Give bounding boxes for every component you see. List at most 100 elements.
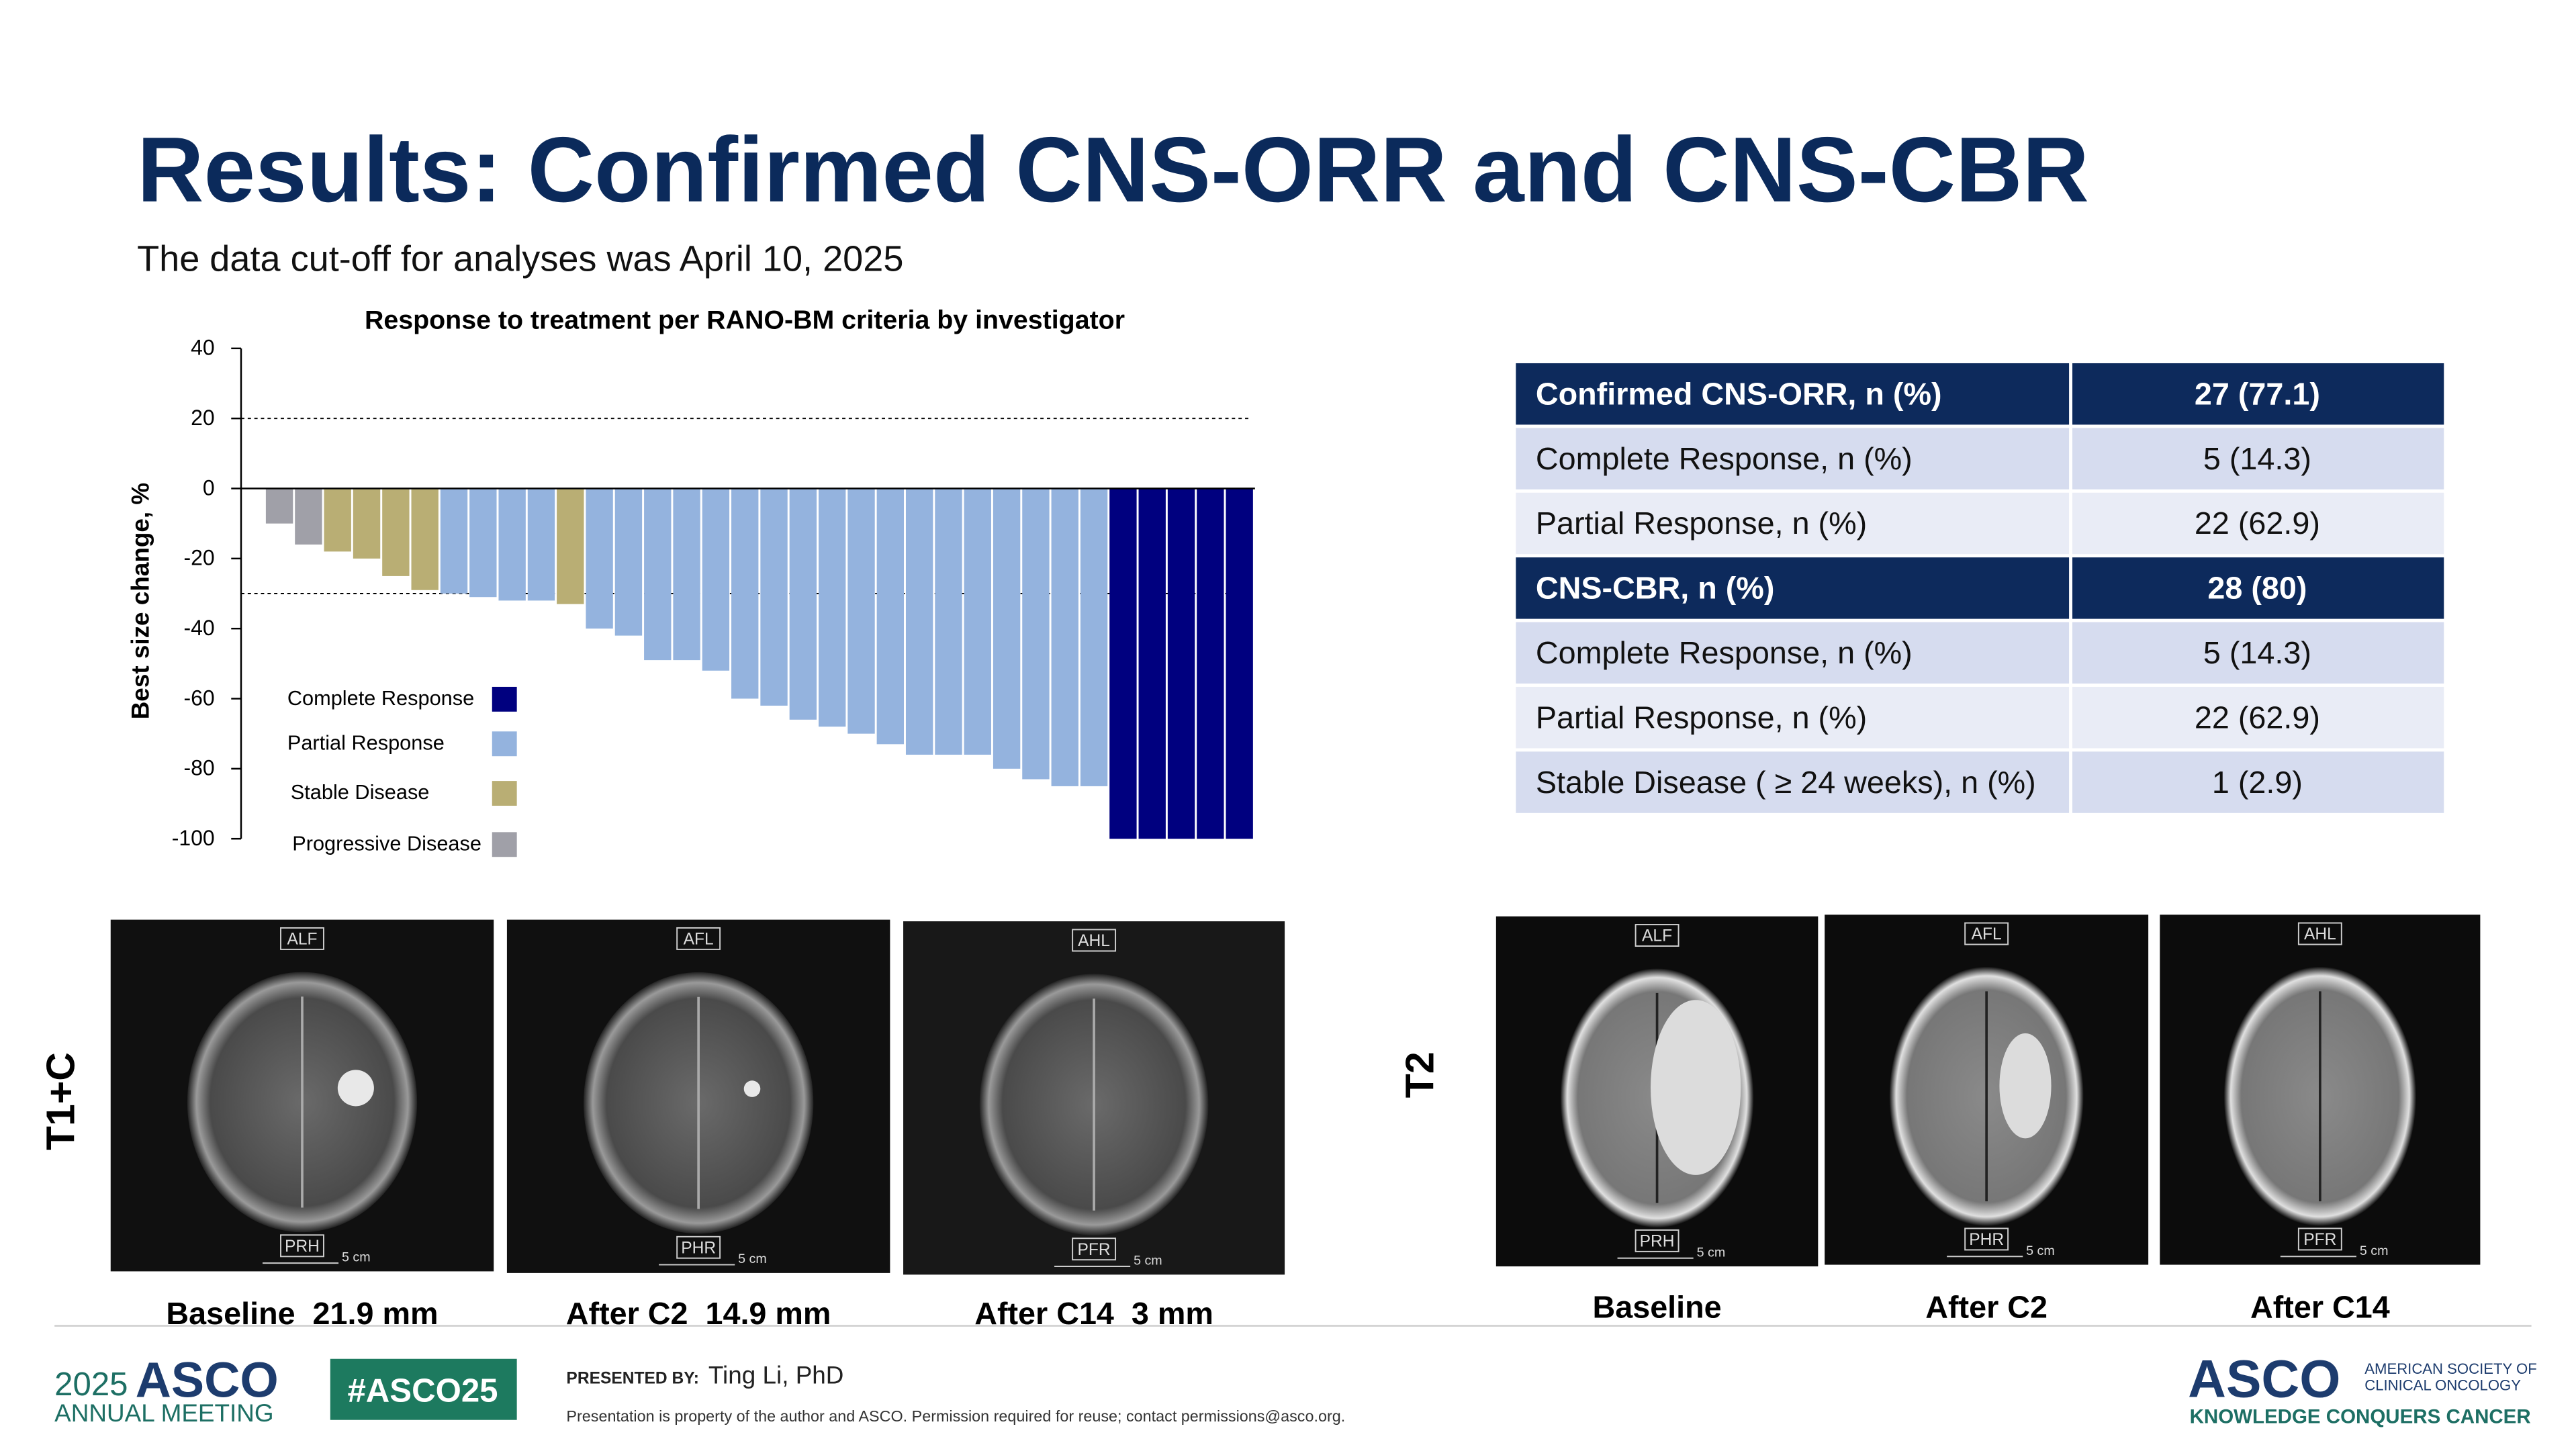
row-value: 1 (2.9) <box>2212 765 2303 800</box>
meeting-sub: ANNUAL MEETING <box>54 1399 273 1427</box>
scale-label: 5 cm <box>1697 1245 1726 1260</box>
scale-label: 5 cm <box>2360 1244 2389 1258</box>
row-label: Complete Response, n (%) <box>1536 635 1913 670</box>
bar <box>586 488 613 629</box>
bar <box>382 488 410 576</box>
row-value: 22 (62.9) <box>2195 506 2320 541</box>
row-value: 28 (80) <box>2207 571 2307 606</box>
image-caption: Baseline <box>1592 1289 1721 1324</box>
bar <box>324 488 351 552</box>
waterfall-chart: 40 20 0 -20 -40 -60 -80 -100 Complete Response Pa… <box>172 336 1255 857</box>
table-cell <box>1516 492 2070 555</box>
table-cell <box>2072 363 2444 425</box>
bar <box>353 488 381 559</box>
table-cell <box>2072 751 2444 813</box>
bar <box>498 488 526 601</box>
orientation-top: AFL <box>684 931 714 949</box>
bar <box>440 488 468 594</box>
bar <box>295 488 322 545</box>
orientation-top: ALF <box>1642 927 1672 945</box>
y-tick-label: 40 <box>191 336 215 360</box>
y-tick-label: -60 <box>183 686 214 710</box>
asco-logo: ASCO <box>2188 1349 2340 1408</box>
society-line1: AMERICAN SOCIETY OF <box>2364 1360 2537 1377</box>
table-cell <box>2072 557 2444 619</box>
bar <box>1226 488 1253 839</box>
bar <box>819 488 846 727</box>
bar <box>265 488 293 524</box>
bar <box>1051 488 1078 786</box>
orientation-top: AFL <box>1972 925 2002 943</box>
legend-swatch <box>492 686 517 712</box>
legend-swatch <box>492 731 517 757</box>
sequence-label: T2 <box>1397 1051 1442 1098</box>
mri-lesion <box>743 1080 761 1097</box>
row-label: CNS-CBR, n (%) <box>1536 571 1775 606</box>
row-label: Stable Disease ( ≥ 24 weeks), n (%) <box>1536 765 2036 800</box>
bar <box>964 488 991 755</box>
row-label: Confirmed CNS-ORR, n (%) <box>1536 376 1942 411</box>
table-cell <box>1516 363 2070 425</box>
bar <box>644 488 672 661</box>
orientation-box <box>1964 1227 2009 1251</box>
slide-title: Results: Confirmed CNS-ORR and CNS-CBR <box>137 118 2089 222</box>
y-axis-label: Best size change, % <box>126 483 154 719</box>
bar <box>1167 488 1195 839</box>
subtitle: The data cut-off for analyses was April … <box>137 238 903 279</box>
bar <box>847 488 875 734</box>
results-table: Confirmed CNS-ORR, n (%) 27 (77.1) Complet… <box>1516 363 2444 813</box>
bar <box>905 488 933 755</box>
presenter: Ting Li, PhD <box>708 1362 844 1389</box>
meeting-year: 2025 <box>54 1366 128 1403</box>
bar <box>702 488 730 671</box>
row-value: 5 (14.3) <box>2203 635 2311 670</box>
legend-label: Progressive Disease <box>292 831 481 855</box>
row-value: 27 (77.1) <box>2195 376 2320 411</box>
orientation-box <box>1964 922 2009 945</box>
presented-by: PRESENTED BY: <box>566 1370 699 1388</box>
orientation-top: AHL <box>2304 925 2336 943</box>
bar <box>760 488 788 706</box>
orientation-box <box>280 927 324 950</box>
bar <box>614 488 643 636</box>
orientation-box <box>1635 924 1680 947</box>
bar <box>993 488 1021 769</box>
bar <box>469 488 497 598</box>
orientation-box <box>2297 922 2342 945</box>
legend-label: Partial Response <box>287 731 445 754</box>
orientation-bottom: PHR <box>1969 1231 2004 1249</box>
y-tick-label: 20 <box>191 406 215 430</box>
legend-swatch <box>492 781 517 806</box>
orientation-bottom: PRH <box>285 1237 320 1256</box>
legend-swatch <box>492 832 517 857</box>
row-label: Partial Response, n (%) <box>1536 700 1867 735</box>
y-tick-label: 0 <box>203 475 215 500</box>
bar <box>1109 488 1137 839</box>
orientation-box <box>1635 1229 1680 1252</box>
y-tick-label: -100 <box>172 826 215 850</box>
scale-label: 5 cm <box>1134 1254 1162 1268</box>
table-cell <box>1516 686 2070 749</box>
orientation-top: AHL <box>1078 932 1110 950</box>
meeting-name: ASCO <box>136 1352 279 1407</box>
bar <box>673 488 700 661</box>
bar <box>731 488 759 699</box>
orientation-bottom: PHR <box>681 1239 716 1257</box>
row-label: Complete Response, n (%) <box>1536 441 1913 476</box>
bar <box>1138 488 1166 839</box>
hashtag-box <box>330 1358 517 1420</box>
y-tick-label: -20 <box>183 546 214 570</box>
y-tick-label: -40 <box>183 616 214 640</box>
table-cell <box>2072 686 2444 749</box>
bar <box>527 488 555 601</box>
scale-label: 5 cm <box>2026 1244 2055 1258</box>
orientation-box <box>1072 1237 1117 1261</box>
orientation-box <box>280 1234 324 1258</box>
mri-edema <box>1999 1033 2052 1139</box>
y-tick-label: -80 <box>183 756 214 780</box>
bar <box>789 488 817 720</box>
table-cell <box>2072 428 2444 489</box>
